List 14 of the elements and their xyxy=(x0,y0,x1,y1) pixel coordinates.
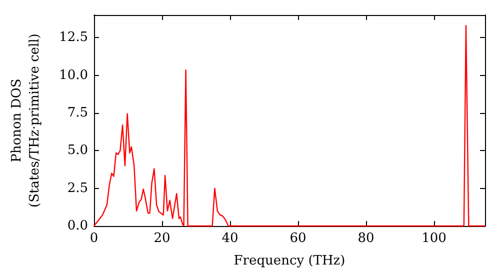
x-tick-label: 80 xyxy=(358,231,374,246)
x-tick-label: 40 xyxy=(222,231,238,246)
y-tick-label: 2.5 xyxy=(67,180,88,196)
y-tick-label: 0.0 xyxy=(67,218,88,234)
y-axis-title: Phonon DOS (States/THz·primitive cell) xyxy=(10,33,42,208)
y-tick-label: 12.5 xyxy=(59,30,88,46)
x-axis-title: Frequency (THz) xyxy=(234,254,346,268)
x-tick-label: 100 xyxy=(422,231,446,246)
x-tick-label: 20 xyxy=(154,231,170,246)
x-tick-label: 60 xyxy=(290,231,306,246)
y-tick-label: 5.0 xyxy=(67,143,88,158)
x-tick-label: 0 xyxy=(90,231,98,246)
y-tick-label: 7.5 xyxy=(67,105,88,120)
y-tick-label: 10.0 xyxy=(59,68,88,83)
